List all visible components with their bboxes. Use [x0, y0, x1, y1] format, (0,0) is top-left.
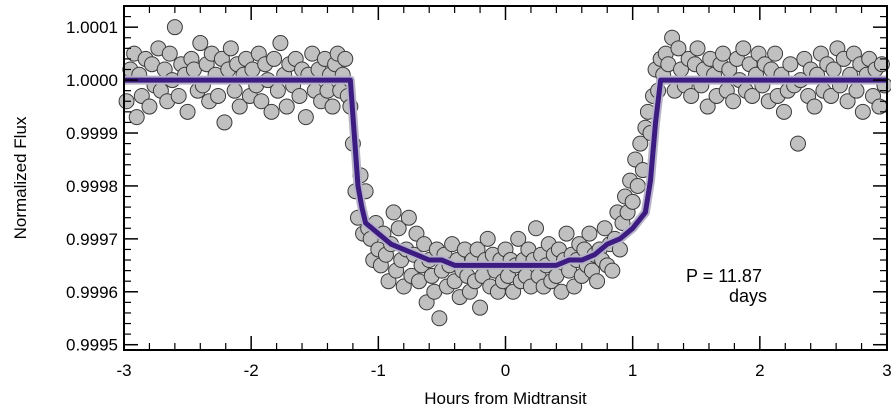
data-point — [604, 262, 621, 279]
data-point — [744, 87, 761, 104]
x-tick-label: 1 — [628, 361, 637, 380]
y-axis-label: Normalized Flux — [11, 116, 30, 239]
data-point — [141, 98, 158, 115]
data-point — [632, 135, 649, 152]
data-point — [216, 114, 233, 131]
observations-layer — [118, 19, 891, 327]
data-point — [689, 40, 706, 57]
period-annotation-line2: days — [729, 286, 767, 306]
y-tick-label: 0.9997 — [66, 230, 118, 249]
data-point — [699, 98, 716, 115]
data-point — [269, 82, 286, 99]
data-point — [683, 87, 700, 104]
data-point — [179, 103, 196, 120]
x-ticks: -3 -2 -1 0 1 2 3 — [116, 6, 891, 380]
data-point — [839, 93, 856, 110]
data-point — [390, 220, 407, 237]
data-point — [589, 273, 606, 290]
x-tick-label: 3 — [882, 361, 891, 380]
data-point — [472, 299, 489, 316]
data-point — [670, 40, 687, 57]
data-point — [128, 109, 145, 126]
data-point — [431, 310, 448, 327]
data-point — [192, 35, 209, 52]
y-ticks: 0.9995 0.9996 0.9997 0.9998 0.9999 1.0000 1.00… — [66, 5, 887, 355]
data-point — [789, 135, 806, 152]
data-point — [161, 45, 178, 62]
data-point — [624, 193, 641, 210]
x-axis-label: Hours from Midtransit — [424, 389, 587, 408]
data-point — [272, 35, 289, 52]
model-line — [124, 77, 887, 268]
data-point — [510, 230, 527, 247]
x-tick-label: 2 — [755, 361, 764, 380]
data-point — [166, 19, 183, 36]
data-point — [263, 103, 280, 120]
data-point — [848, 82, 865, 99]
data-point — [297, 109, 314, 126]
x-tick-label: 0 — [501, 361, 510, 380]
y-tick-label: 0.9996 — [66, 283, 118, 302]
data-point — [231, 98, 248, 115]
data-point — [806, 98, 823, 115]
data-point — [400, 209, 417, 226]
model-layer — [124, 75, 887, 270]
data-point — [714, 45, 731, 62]
y-tick-label: 0.9999 — [66, 124, 118, 143]
data-point — [337, 50, 354, 67]
period-annotation-line1: P = 11.87 — [686, 266, 762, 286]
data-point — [823, 87, 840, 104]
data-point — [253, 93, 270, 110]
y-tick-label: 0.9998 — [66, 177, 118, 196]
data-point — [266, 50, 283, 67]
y-tick-label: 1.0000 — [66, 71, 118, 90]
data-point — [596, 220, 613, 237]
y-tick-label: 0.9995 — [66, 336, 118, 355]
data-point — [324, 98, 341, 115]
data-point — [629, 177, 646, 194]
data-point — [222, 40, 239, 57]
y-tick-label: 1.0001 — [66, 18, 118, 37]
data-point — [775, 103, 792, 120]
data-point — [873, 56, 890, 73]
data-point — [278, 98, 295, 115]
data-point — [725, 93, 742, 110]
data-point — [170, 87, 187, 104]
x-tick-label: -1 — [371, 361, 386, 380]
data-point — [581, 225, 598, 242]
data-point — [226, 82, 243, 99]
data-point — [854, 103, 871, 120]
x-tick-label: -3 — [116, 361, 131, 380]
data-point — [291, 87, 308, 104]
data-point — [782, 56, 799, 73]
data-point — [767, 45, 784, 62]
data-point — [385, 204, 402, 221]
data-point — [558, 225, 575, 242]
data-point — [210, 87, 227, 104]
x-tick-label: -2 — [244, 361, 259, 380]
data-point — [479, 230, 496, 247]
data-point — [735, 40, 752, 57]
data-point — [528, 220, 545, 237]
